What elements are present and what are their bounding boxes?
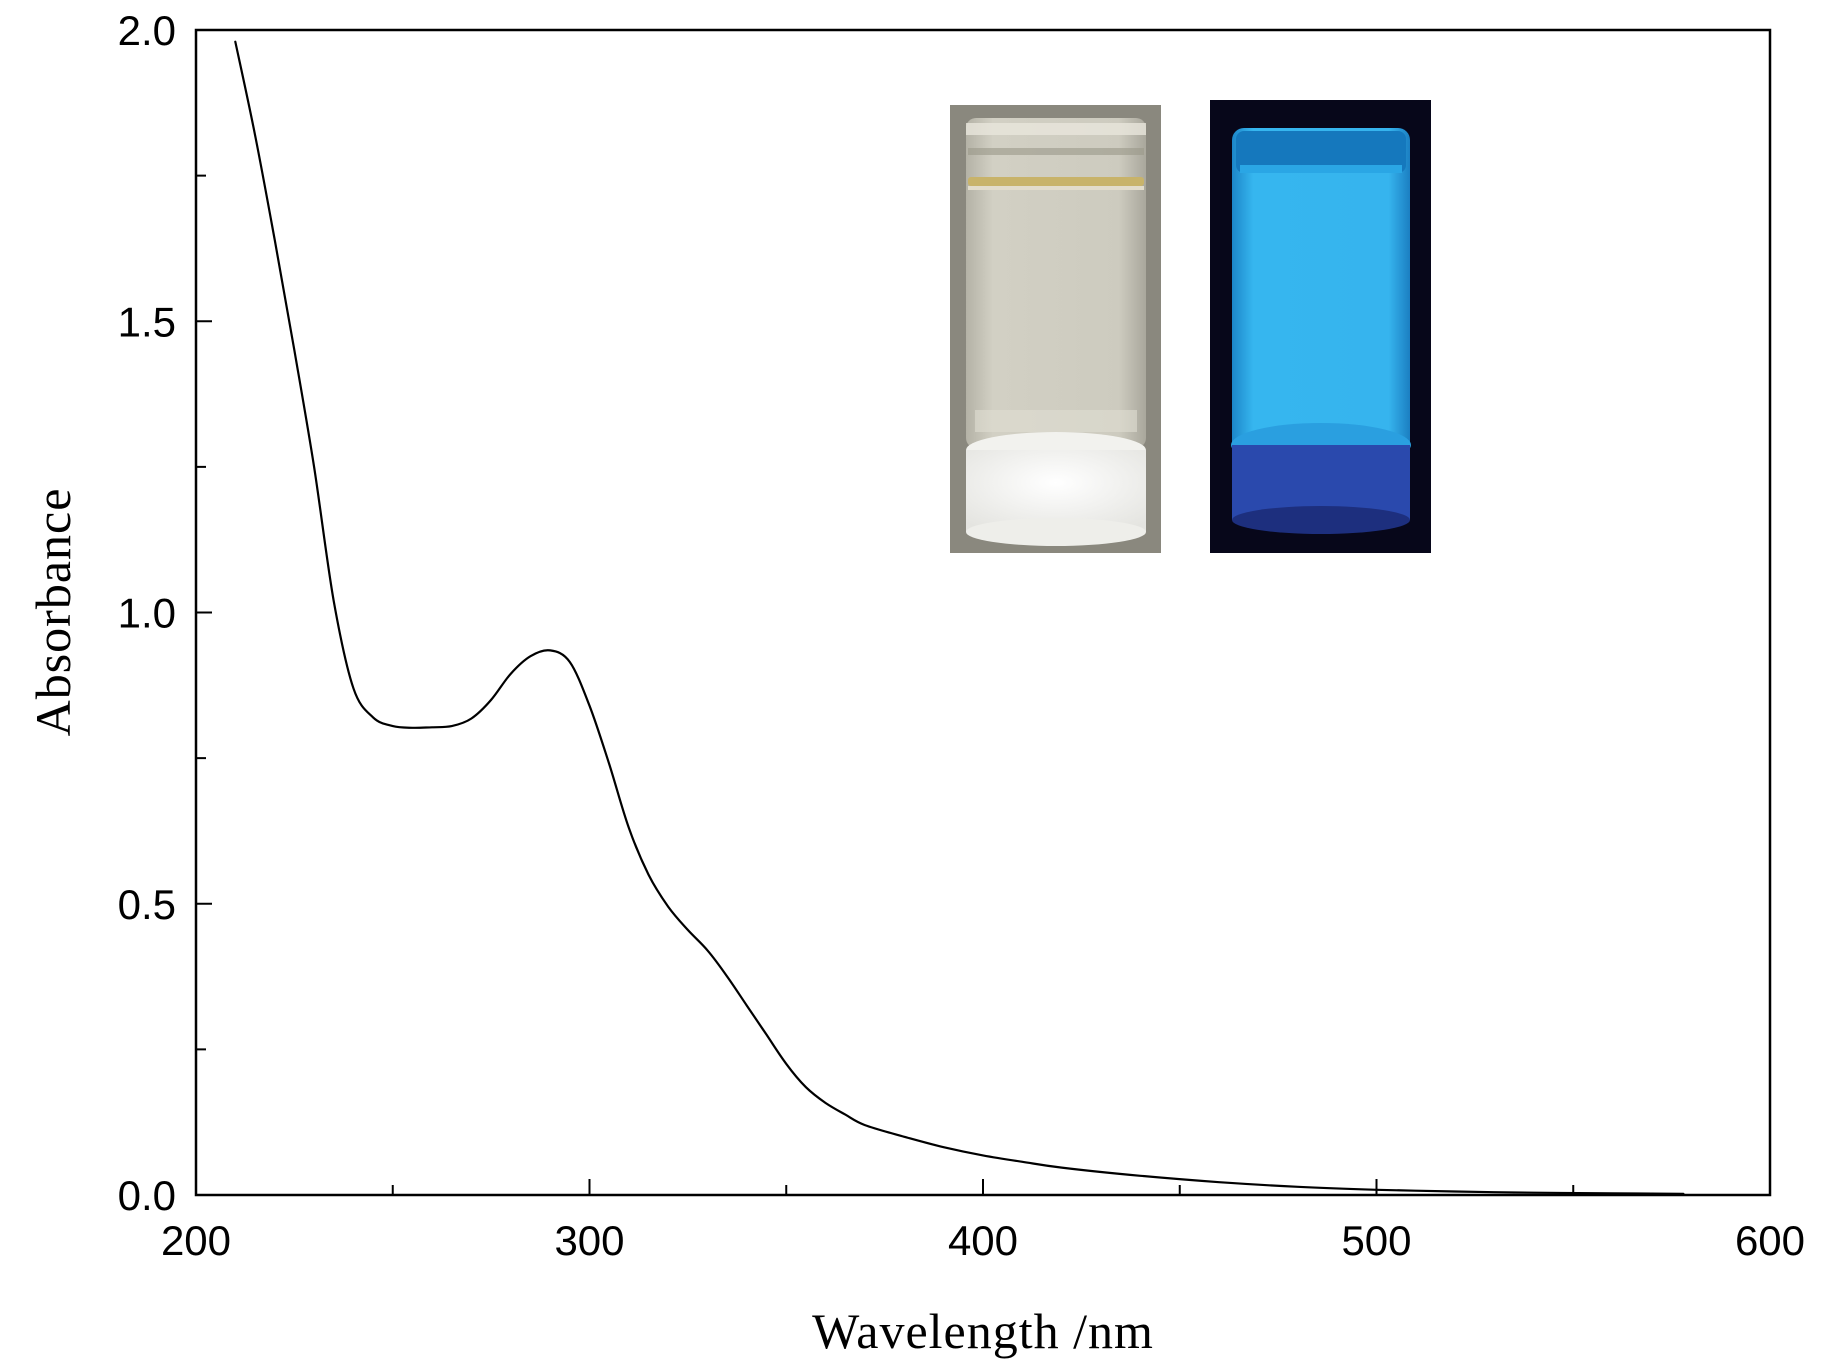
vial-daylight-photo: [950, 105, 1161, 553]
x-tick-label: 400: [948, 1217, 1018, 1264]
vial-uv-photo: [1210, 100, 1431, 553]
axis-ticks: [195, 29, 1771, 1196]
y-tick-label: 1.5: [118, 298, 176, 345]
y-axis-label: Absorbance: [25, 488, 81, 737]
absorbance-series-line: [234, 40, 1685, 1195]
y-tick-label: 0.0: [118, 1172, 176, 1219]
x-tick-label: 200: [161, 1217, 231, 1264]
y-tick-label: 0.5: [118, 881, 176, 928]
x-tick-label: 600: [1735, 1217, 1805, 1264]
tick-labels: 200 300 400 500 600 0.0 0.5 1.0 1.5 2.0: [118, 7, 1805, 1264]
series-layer: [234, 40, 1685, 1195]
x-axis-label: Wavelength /nm: [812, 1303, 1154, 1359]
x-tick-label: 300: [554, 1217, 624, 1264]
y-tick-label: 2.0: [118, 7, 176, 54]
y-tick-label: 1.0: [118, 590, 176, 637]
x-tick-label: 500: [1341, 1217, 1411, 1264]
